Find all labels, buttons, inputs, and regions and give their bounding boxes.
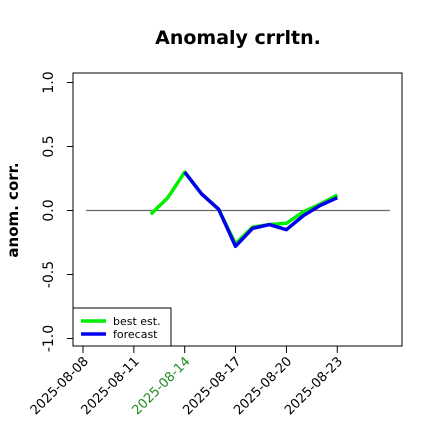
legend: best est.forecast: [72, 307, 172, 347]
plot-area: [86, 170, 390, 249]
legend-box: [72, 307, 172, 347]
legend-label: forecast: [113, 328, 158, 341]
plot-frame: [72, 72, 403, 347]
y-tick-label: -0.5: [41, 261, 57, 288]
series-line-forecast: [183, 171, 339, 249]
y-tick-label: -1.0: [41, 325, 57, 352]
legend-label: best est.: [113, 315, 161, 328]
chart-title: Anomaly crrltn.: [155, 27, 321, 49]
y-tick-label: 1.0: [41, 71, 57, 93]
y-axis: -1.0 -0.5 0.0 0.5 1.0: [41, 71, 73, 352]
y-tick-label: 0.0: [41, 199, 57, 221]
x-axis: 2025-08-082025-08-112025-08-142025-08-17…: [28, 346, 346, 418]
y-tick-label: 0.5: [41, 135, 57, 157]
y-axis-label: anom. corr.: [4, 162, 22, 257]
series-line-best-estimate: [149, 170, 339, 246]
